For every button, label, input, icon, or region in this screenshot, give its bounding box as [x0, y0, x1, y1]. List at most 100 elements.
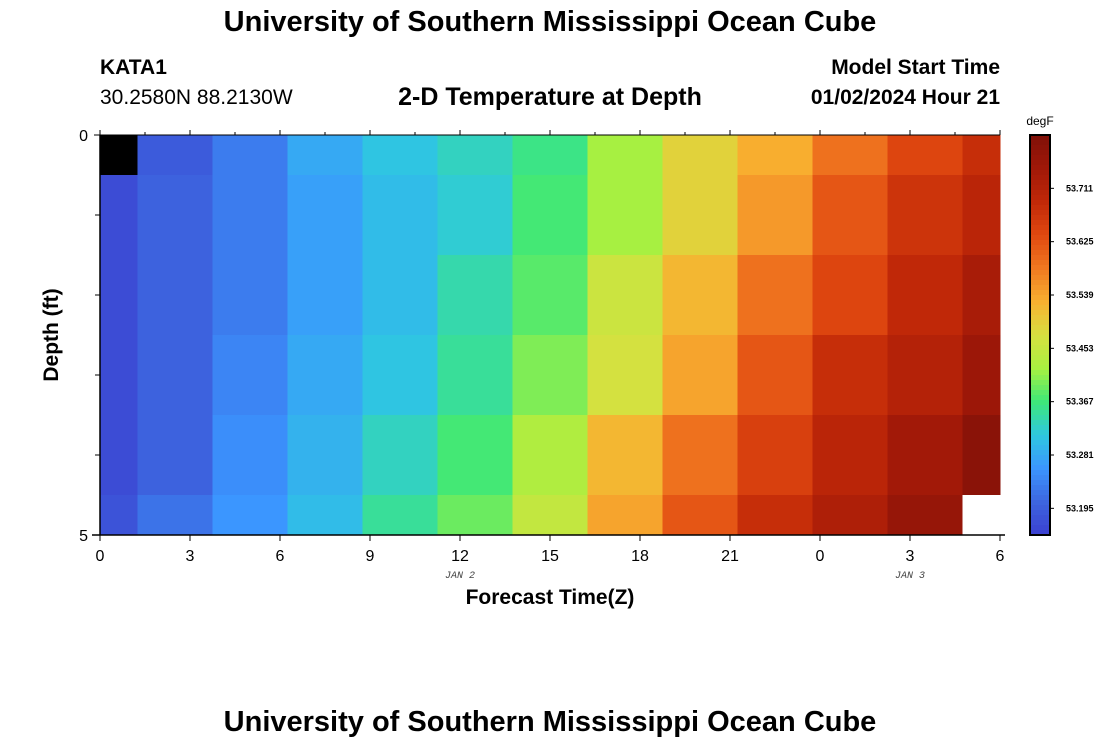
colorbar-tick-label: 53.367: [1066, 397, 1094, 407]
colorbar-segment: [1030, 335, 1050, 341]
colorbar-segment: [1030, 515, 1050, 521]
colorbar-tick-label: 53.281: [1066, 450, 1094, 460]
colorbar-segment: [1030, 295, 1050, 301]
colorbar-segment: [1030, 520, 1050, 526]
heatmap-cell: [962, 175, 1001, 256]
colorbar-segment: [1030, 285, 1050, 291]
colorbar-segment: [1030, 325, 1050, 331]
x-tick-label: 6: [996, 548, 1005, 565]
colorbar-segment: [1030, 260, 1050, 266]
heatmap-cell: [512, 495, 588, 536]
colorbar-segment: [1030, 370, 1050, 376]
colorbar-segment: [1030, 215, 1050, 221]
colorbar-segment: [1030, 415, 1050, 421]
colorbar-segment: [1030, 475, 1050, 481]
heatmap-cell: [100, 135, 138, 176]
heatmap-cell: [962, 495, 1001, 536]
colorbar-tick-label: 53.711: [1066, 183, 1093, 193]
colorbar-segment: [1030, 230, 1050, 236]
heatmap-cell: [662, 335, 738, 416]
heatmap-cell: [737, 135, 813, 176]
colorbar-segment: [1030, 445, 1050, 451]
heatmap-cell: [812, 175, 888, 256]
heatmap-cell: [887, 495, 963, 536]
heatmap-cell: [437, 175, 513, 256]
colorbar-segment: [1030, 465, 1050, 471]
station-coordinates: 30.2580N 88.2130W: [100, 86, 293, 109]
heatmap-cell: [662, 415, 738, 496]
colorbar-segment: [1030, 290, 1050, 296]
colorbar-segment: [1030, 140, 1050, 146]
heatmap-cell: [287, 135, 363, 176]
heatmap-cell: [512, 415, 588, 496]
heatmap-cell: [887, 255, 963, 336]
colorbar-segment: [1030, 150, 1050, 156]
colorbar-segment: [1030, 145, 1050, 151]
heatmap-cell: [362, 495, 438, 536]
heatmap-cell: [437, 255, 513, 336]
heatmap-cell: [137, 175, 213, 256]
heatmap-cell: [287, 255, 363, 336]
colorbar-segment: [1030, 350, 1050, 356]
heatmap-cell: [287, 175, 363, 256]
colorbar-segment: [1030, 185, 1050, 191]
heatmap-cell: [362, 175, 438, 256]
heatmap-cell: [437, 495, 513, 536]
heatmap-cell: [362, 135, 438, 176]
x-day-label: JAN 3: [895, 571, 925, 582]
heatmap-cell: [962, 415, 1001, 496]
x-tick-label: 3: [186, 548, 195, 565]
station-id: KATA1: [100, 56, 167, 79]
heatmap-cell: [662, 255, 738, 336]
heatmap-cell: [662, 135, 738, 176]
colorbar-segment: [1030, 395, 1050, 401]
x-tick-label: 0: [816, 548, 825, 565]
heatmap-cell: [512, 255, 588, 336]
heatmap-cell: [287, 495, 363, 536]
colorbar-segment: [1030, 490, 1050, 496]
colorbar-segment: [1030, 380, 1050, 386]
colorbar-segment: [1030, 245, 1050, 251]
x-tick-label: 9: [366, 548, 375, 565]
y-tick-label: 5: [79, 528, 88, 545]
colorbar-segment: [1030, 265, 1050, 271]
colorbar-segment: [1030, 315, 1050, 321]
colorbar-segment: [1030, 255, 1050, 261]
heatmap-cell: [512, 135, 588, 176]
colorbar-segment: [1030, 375, 1050, 381]
heatmap-cell: [100, 255, 138, 336]
heatmap-cell: [662, 495, 738, 536]
heatmap-cell: [100, 335, 138, 416]
heatmap-cell: [962, 255, 1001, 336]
heatmap-cell: [100, 175, 138, 256]
heatmap-cell: [662, 175, 738, 256]
heatmap-cell: [812, 255, 888, 336]
colorbar-segment: [1030, 195, 1050, 201]
colorbar-segment: [1030, 530, 1050, 536]
heatmap-cell: [962, 135, 1001, 176]
colorbar-segment: [1030, 165, 1050, 171]
heatmap-cell: [137, 335, 213, 416]
colorbar-segment: [1030, 170, 1050, 176]
colorbar-segment: [1030, 345, 1050, 351]
heatmap-cell: [812, 415, 888, 496]
heatmap-cell: [737, 335, 813, 416]
heatmap-cell: [362, 255, 438, 336]
colorbar-segment: [1030, 410, 1050, 416]
heatmap-cell: [212, 495, 288, 536]
colorbar-tick-label: 53.195: [1066, 503, 1094, 513]
heatmap-cell: [137, 255, 213, 336]
colorbar-segment: [1030, 205, 1050, 211]
colorbar-segment: [1030, 455, 1050, 461]
chart-subtitle: 2-D Temperature at Depth: [398, 83, 702, 111]
colorbar-segment: [1030, 390, 1050, 396]
heatmap-cell: [587, 255, 663, 336]
colorbar-segment: [1030, 365, 1050, 371]
heatmap-cell: [362, 415, 438, 496]
colorbar-tick-label: 53.539: [1066, 290, 1094, 300]
heatmap-cell: [737, 255, 813, 336]
heatmap-cell: [512, 175, 588, 256]
heatmap-cell: [212, 335, 288, 416]
model-start-value: 01/02/2024 Hour 21: [810, 86, 1000, 109]
colorbar-segment: [1030, 500, 1050, 506]
